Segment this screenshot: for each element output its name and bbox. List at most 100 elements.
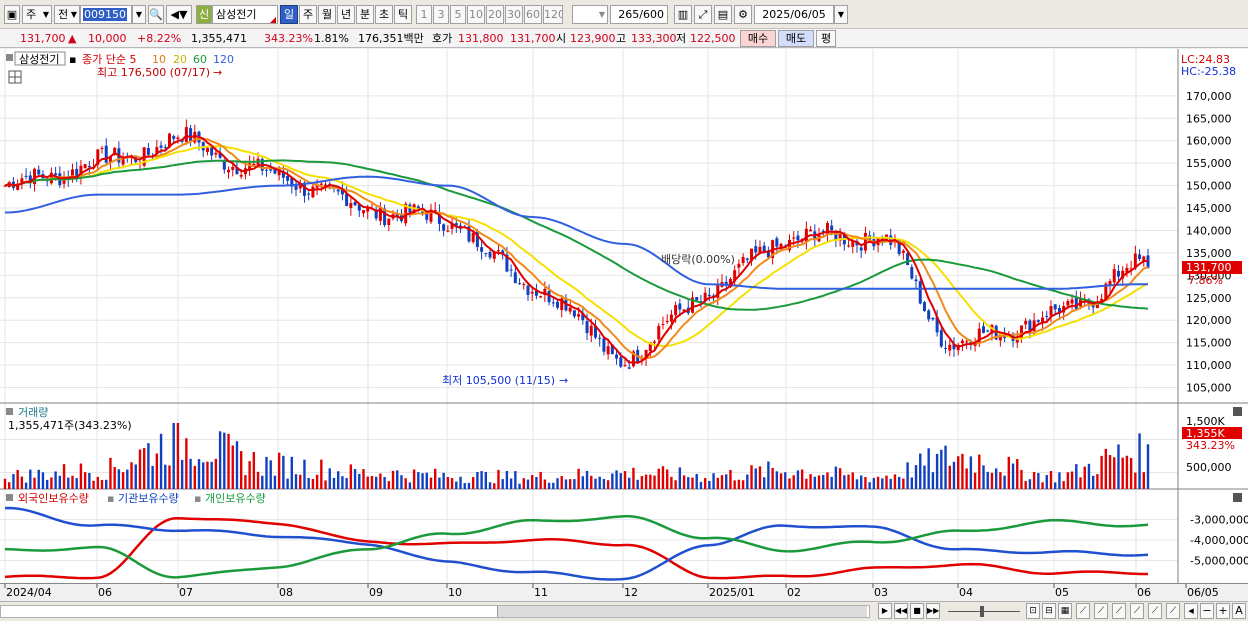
chevron-down-icon: ▼ <box>42 10 49 19</box>
volume-bar <box>779 473 783 489</box>
volume-bar <box>687 477 690 489</box>
calendar-dropdown-button[interactable]: ▼ <box>834 5 848 24</box>
buy-button[interactable]: 매수 <box>740 30 776 47</box>
bid-label: 호가 <box>432 32 453 45</box>
open-price: 123,900 <box>570 32 616 45</box>
volume-bar <box>58 475 62 489</box>
bar-style-icon[interactable]: ▦ <box>1058 603 1072 619</box>
font-size-icon[interactable]: A <box>1232 603 1246 619</box>
stock-nav-buttons[interactable]: ◀▼ <box>166 5 192 24</box>
interval-custom-select[interactable]: ▼ <box>572 5 608 24</box>
interval-button-60[interactable]: 60 <box>524 5 542 24</box>
stock-code-input[interactable]: 009150 <box>80 5 132 24</box>
candle-body <box>556 301 560 308</box>
candle-body <box>758 246 762 254</box>
panel-menu-icon[interactable] <box>6 54 13 61</box>
window-menu-icon[interactable]: ▣ <box>4 5 20 24</box>
interval-button-3[interactable]: 3 <box>433 5 449 24</box>
candle-body <box>728 278 732 287</box>
draw-line-icon[interactable]: ⟋ <box>1148 603 1162 619</box>
zoom-slider-handle[interactable] <box>980 606 984 617</box>
volume-bar <box>71 475 74 489</box>
interval-button-10[interactable]: 10 <box>467 5 485 24</box>
candle-body <box>998 334 1002 341</box>
candle-body <box>518 283 522 285</box>
volume-bar <box>990 472 994 489</box>
interval-button-1[interactable]: 1 <box>416 5 432 24</box>
scrollbar-thumb[interactable] <box>497 606 867 617</box>
stock-chart[interactable]: 170,000 165,000 160,000 155,000 150,000 145,0… <box>0 49 1248 583</box>
zoom-slider-track[interactable] <box>948 611 1020 612</box>
fast-forward-icon[interactable]: ▶▶ <box>926 603 940 619</box>
candle-body <box>210 147 214 156</box>
eval-button[interactable]: 평 <box>816 30 836 47</box>
zoom-fit-icon[interactable]: ⊡ <box>1026 603 1040 619</box>
draw-line-icon[interactable]: ⟋ <box>1076 603 1090 619</box>
period-tab-5[interactable]: 초 <box>375 5 393 24</box>
panel-menu-icon[interactable] <box>6 408 13 415</box>
volume-bar <box>261 475 264 489</box>
interval-button-5[interactable]: 5 <box>450 5 466 24</box>
candle-body <box>421 211 425 213</box>
draw-line-icon[interactable]: ⟋ <box>1130 603 1144 619</box>
period-tab-2[interactable]: 월 <box>318 5 336 24</box>
candle-body <box>939 330 943 347</box>
gear-icon[interactable]: ⚙ <box>734 5 752 24</box>
candle-body <box>433 210 437 212</box>
period-tab-0[interactable]: 일 <box>280 5 298 24</box>
panel-menu-icon[interactable] <box>6 494 13 501</box>
period-tab-6[interactable]: 틱 <box>394 5 412 24</box>
candle-body <box>863 232 867 251</box>
volume-bar <box>202 462 205 489</box>
candle-body <box>467 226 471 242</box>
scroll-left-end-icon[interactable]: ◂ <box>1184 603 1198 619</box>
candle-body <box>1024 320 1028 325</box>
sell-button[interactable]: 매도 <box>778 30 814 47</box>
stop-icon[interactable]: ■ <box>910 603 924 619</box>
rewind-icon[interactable]: ◀◀ <box>894 603 908 619</box>
draw-line-icon[interactable]: ⟋ <box>1112 603 1126 619</box>
draw-line-icon[interactable]: ⟋ <box>1094 603 1108 619</box>
close-icon[interactable] <box>1233 493 1242 502</box>
volume-bar <box>370 475 374 489</box>
price-tick-label: 125,000 <box>1186 292 1232 305</box>
period-tab-4[interactable]: 분 <box>356 5 374 24</box>
period-tab-1[interactable]: 주 <box>299 5 317 24</box>
zoom-icon[interactable]: ⊟ <box>1042 603 1056 619</box>
volume-tick-1500k: 1,500K <box>1186 415 1225 428</box>
search-icon[interactable]: 🔍 <box>148 5 164 24</box>
candle-body <box>298 183 302 189</box>
volume-bar <box>362 469 365 489</box>
candle-body <box>733 270 737 282</box>
interval-button-120[interactable]: 120 <box>543 5 563 24</box>
save-icon[interactable]: ▤ <box>714 5 732 24</box>
interval-button-30[interactable]: 30 <box>505 5 523 24</box>
horizontal-scrollbar[interactable] <box>0 605 870 618</box>
zoom-in-icon[interactable]: + <box>1216 603 1230 619</box>
market-select[interactable]: 주 ▼ <box>22 5 52 24</box>
chevron-down-icon: ▼ <box>598 10 605 19</box>
chart-type-icon[interactable]: ▥ <box>674 5 692 24</box>
draw-line-icon[interactable]: ⟋ <box>1166 603 1180 619</box>
zoom-out-icon[interactable]: − <box>1200 603 1214 619</box>
volume-bar <box>488 482 492 489</box>
period-tab-3[interactable]: 년 <box>337 5 355 24</box>
date-input[interactable]: 2025/06/05 <box>754 5 834 24</box>
close-icon[interactable] <box>1233 407 1242 416</box>
candle-body <box>277 168 281 176</box>
interval-button-20[interactable]: 20 <box>486 5 504 24</box>
volume-bar <box>961 453 964 489</box>
volume-bar <box>235 441 239 489</box>
data-count-input[interactable]: 265/600 <box>610 5 668 24</box>
draw-tool-icon[interactable]: ⤢ <box>694 5 712 24</box>
category-select[interactable]: 전 ▼ <box>54 5 80 24</box>
volume-bar <box>303 459 306 489</box>
chart-area[interactable]: 170,000 165,000 160,000 155,000 150,000 145,0… <box>0 49 1248 602</box>
volume-panel-title: 거래량 <box>18 406 48 419</box>
chart-gridlines <box>0 49 1178 583</box>
scroll-right-icon[interactable]: ▶ <box>878 603 892 619</box>
candle-body <box>1108 280 1112 285</box>
legend-stock-name: 삼성전기 <box>19 53 59 66</box>
stock-dropdown-button[interactable]: ▼ <box>132 5 146 24</box>
volume-bar <box>1121 457 1124 489</box>
